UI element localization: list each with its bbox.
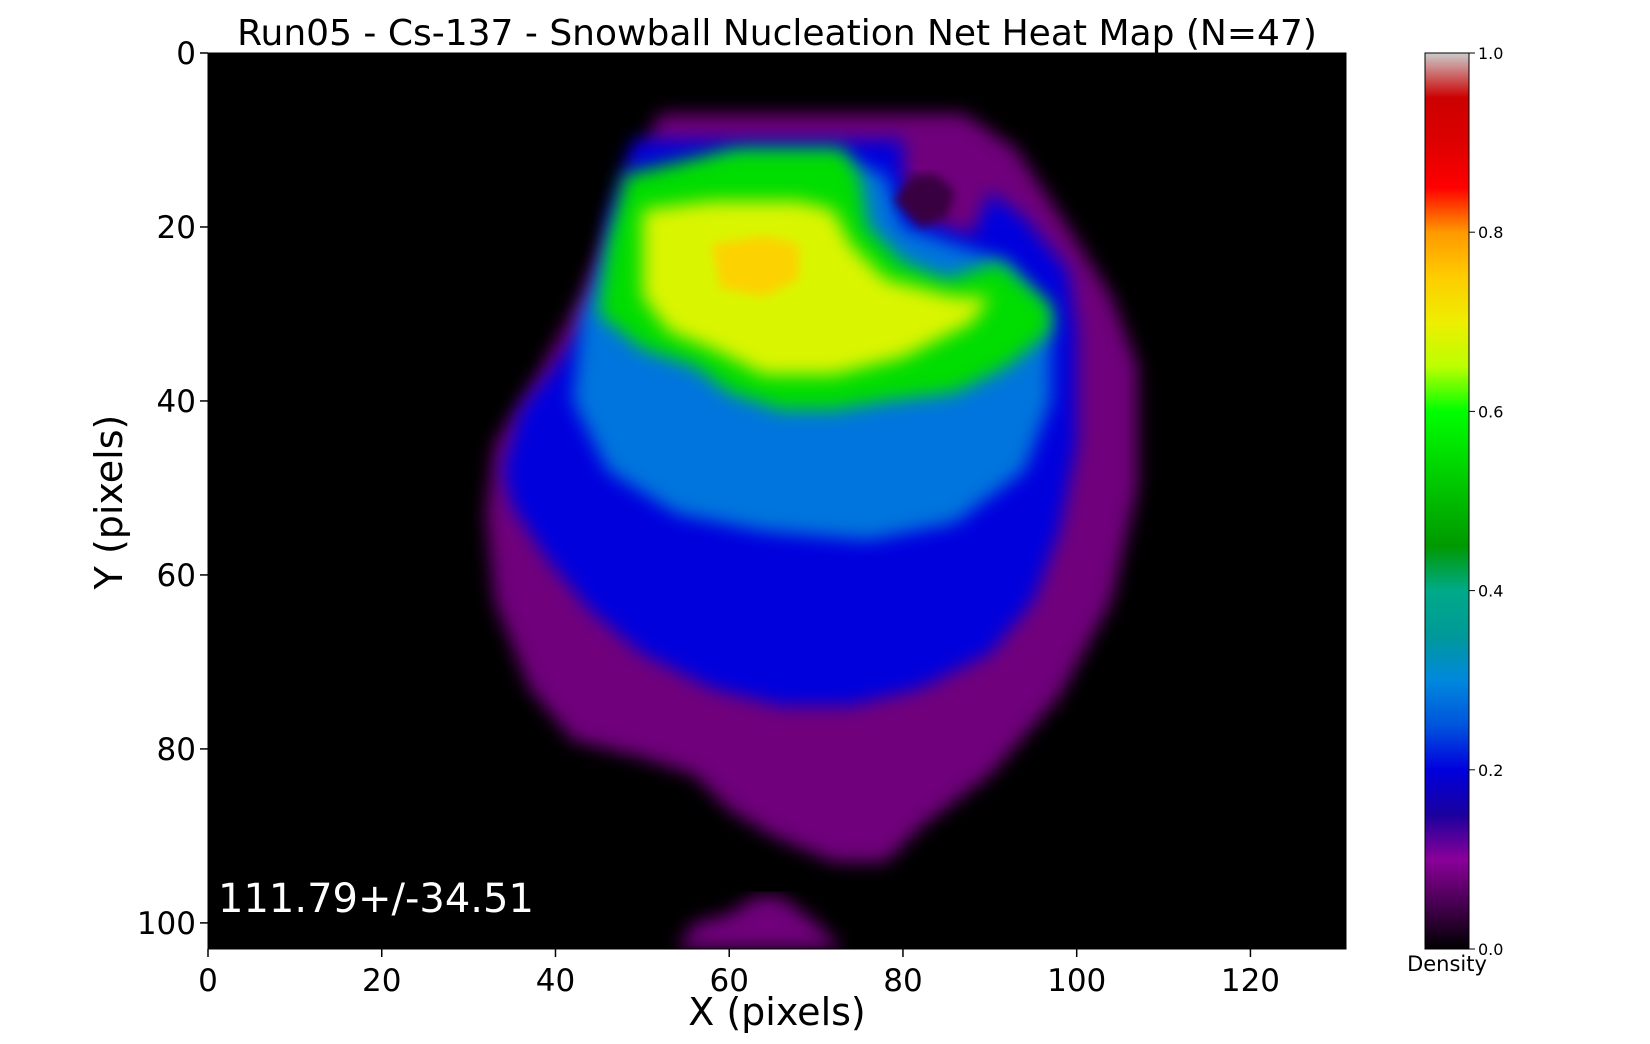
heatmap-regions — [486, 113, 1138, 949]
colorbar: 0.0 0.2 0.4 0.6 0.8 1.0 Density — [1407, 44, 1503, 976]
x-tick-label: 20 — [362, 963, 401, 999]
y-tick-label: 80 — [157, 732, 196, 768]
x-tick-label: 100 — [1047, 963, 1106, 999]
x-axis-ticks: 0 20 40 60 80 100 120 — [198, 949, 1280, 999]
y-axis-label: Y (pixels) — [87, 415, 131, 591]
y-tick-label: 20 — [157, 210, 196, 246]
plot-frame — [207, 52, 1347, 950]
x-tick-label: 120 — [1221, 963, 1280, 999]
x-axis-label: X (pixels) — [688, 990, 866, 1034]
colorbar-label: Density — [1407, 952, 1487, 976]
colorbar-tick-label: 0.8 — [1478, 223, 1503, 242]
x-tick-label: 80 — [883, 963, 922, 999]
y-axis-ticks: 0 20 40 60 80 100 — [137, 36, 208, 942]
heat-region-lower-tail — [677, 896, 843, 949]
colorbar-tick-label: 0.0 — [1478, 940, 1503, 959]
y-tick-label: 100 — [137, 906, 196, 942]
x-tick-label: 0 — [198, 963, 218, 999]
y-tick-label: 60 — [157, 558, 196, 594]
heat-region-orange-peak — [711, 235, 799, 297]
x-tick-label: 40 — [536, 963, 575, 999]
x-tick-label: 60 — [709, 963, 748, 999]
colorbar-tick-label: 0.6 — [1478, 402, 1503, 421]
y-tick-label: 0 — [176, 36, 196, 72]
colorbar-tick-label: 0.2 — [1478, 761, 1503, 780]
colorbar-gradient — [1424, 52, 1470, 950]
colorbar-ticks: 0.0 0.2 0.4 0.6 0.8 1.0 — [1469, 44, 1503, 959]
colorbar-tick-label: 1.0 — [1478, 44, 1503, 63]
y-tick-label: 40 — [157, 384, 196, 420]
heat-region-dark-notch — [894, 174, 956, 227]
chart-title: Run05 - Cs-137 - Snowball Nucleation Net… — [237, 13, 1317, 54]
colorbar-tick-label: 0.4 — [1478, 582, 1503, 601]
density-annotation: 111.79+/-34.51 — [218, 876, 534, 922]
plot-area: 111.79+/-34.51 — [207, 52, 1347, 950]
